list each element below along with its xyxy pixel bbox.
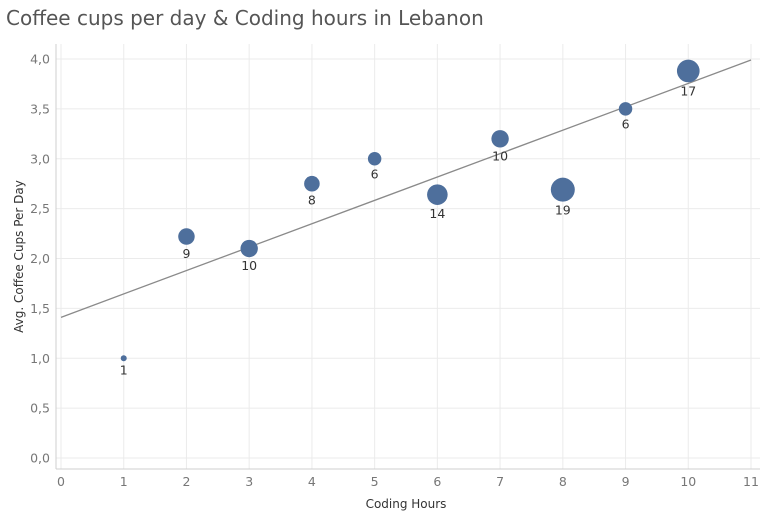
chart-title: Coffee cups per day & Coding hours in Le… bbox=[6, 6, 484, 30]
y-tick-label: 1,0 bbox=[30, 351, 50, 366]
y-tick-label: 3,0 bbox=[30, 151, 50, 166]
data-label: 10 bbox=[241, 258, 257, 273]
data-label: 9 bbox=[182, 246, 190, 261]
y-tick-label: 2,0 bbox=[30, 251, 50, 266]
x-tick-label: 3 bbox=[245, 474, 253, 489]
data-points bbox=[120, 59, 700, 362]
data-label: 6 bbox=[371, 166, 379, 181]
data-label: 10 bbox=[492, 148, 508, 163]
y-tick-label: 2,5 bbox=[30, 201, 50, 216]
data-label: 1 bbox=[120, 362, 128, 377]
x-tick-label: 2 bbox=[182, 474, 190, 489]
x-tick-label: 10 bbox=[680, 474, 696, 489]
trend-line bbox=[60, 59, 752, 318]
x-tick-label: 11 bbox=[743, 474, 759, 489]
y-tick-label: 0,0 bbox=[30, 451, 50, 466]
data-point[interactable] bbox=[618, 102, 633, 116]
tick-labels: 0,0 0,5 1,0 1,5 2,0 2,5 3,0 3,5 4,0 0 1 2 3 4 5 6 7 8 9 10 1… bbox=[30, 52, 759, 490]
axes bbox=[55, 44, 760, 470]
x-tick-label: 8 bbox=[559, 474, 567, 489]
x-tick-label: 1 bbox=[120, 474, 128, 489]
data-point[interactable] bbox=[304, 175, 320, 192]
data-label: 8 bbox=[308, 192, 316, 207]
data-point[interactable] bbox=[367, 152, 382, 166]
x-tick-label: 0 bbox=[57, 474, 65, 489]
x-tick-label: 7 bbox=[496, 474, 504, 489]
x-tick-label: 4 bbox=[308, 474, 316, 489]
y-tick-label: 4,0 bbox=[30, 52, 50, 67]
data-point[interactable] bbox=[178, 228, 195, 245]
data-point[interactable] bbox=[240, 239, 258, 258]
y-tick-label: 1,5 bbox=[30, 301, 50, 316]
data-label: 6 bbox=[622, 117, 630, 132]
x-tick-label: 9 bbox=[622, 474, 630, 489]
data-point[interactable] bbox=[491, 130, 509, 148]
data-point[interactable] bbox=[120, 355, 127, 362]
data-label: 19 bbox=[555, 203, 571, 218]
data-point[interactable] bbox=[676, 59, 700, 83]
x-tick-label: 6 bbox=[433, 474, 441, 489]
data-label: 14 bbox=[429, 206, 445, 221]
data-point[interactable] bbox=[550, 177, 575, 202]
y-tick-label: 3,5 bbox=[30, 101, 50, 116]
y-tick-label: 0,5 bbox=[30, 401, 50, 416]
data-point[interactable] bbox=[427, 184, 448, 205]
x-axis-title: Coding Hours bbox=[366, 497, 447, 511]
y-axis-title: Avg. Coffee Cups Per Day bbox=[12, 180, 26, 333]
grid-lines bbox=[56, 44, 760, 469]
data-label: 17 bbox=[680, 83, 696, 98]
x-tick-label: 5 bbox=[371, 474, 379, 489]
